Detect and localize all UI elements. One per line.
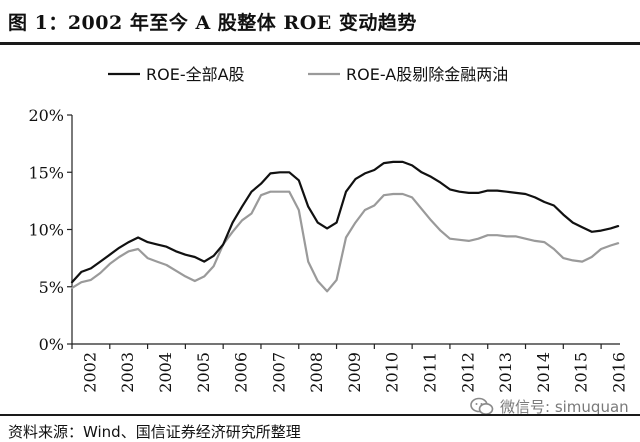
chart-title: 图 1：2002 年至今 A 股整体 ROE 变动趋势 [8,12,417,34]
x-tick-label: 2007 [269,352,288,393]
x-tick-label: 2009 [345,352,364,393]
x-tick-label: 2010 [383,352,402,393]
roe-line-chart: ROE-全部A股 ROE-A股剔除金融两油 0% 5% 10% 15% 20% 2002 2… [28,65,628,393]
x-tick-label: 2008 [307,352,326,393]
x-tick-label: 2002 [80,352,99,393]
x-tick-label: 2005 [194,352,213,393]
x-tick-label: 2014 [534,352,553,393]
title-divider [0,42,640,45]
x-tick-label: 2003 [118,352,137,393]
wechat-icon [470,397,494,415]
x-tick-label: 2013 [496,352,515,393]
legend-label-excl-fin: ROE-A股剔除金融两油 [346,65,508,84]
x-tick-label: 2015 [572,352,591,393]
series-line-excl-fin [70,190,620,293]
y-tick-label: 0% [39,335,64,354]
x-tick-label: 2006 [232,352,251,393]
y-tick-label: 5% [39,278,64,297]
watermark: 微信号: simuquan [470,396,629,417]
chart-legend: ROE-全部A股 ROE-A股剔除金融两油 [108,65,508,84]
source-note: 资料来源：Wind、国信证券经济研究所整理 [8,423,301,441]
series-line-total [70,160,620,284]
x-tick-label: 2012 [458,352,477,393]
chart-axes: 0% 5% 10% 15% 20% 2002 2003 2004 2005 2006 2007 200… [28,106,628,393]
y-tick-label: 10% [28,221,64,240]
y-tick-label: 20% [28,106,64,125]
y-tick-label: 15% [28,163,64,182]
legend-label-total: ROE-全部A股 [146,65,245,84]
footer-divider [0,414,640,416]
watermark-text: 微信号: simuquan [500,398,629,416]
x-tick-label: 2016 [610,352,629,393]
chart-series [70,160,620,293]
x-tick-label: 2011 [421,352,440,393]
x-tick-label: 2004 [156,352,175,393]
